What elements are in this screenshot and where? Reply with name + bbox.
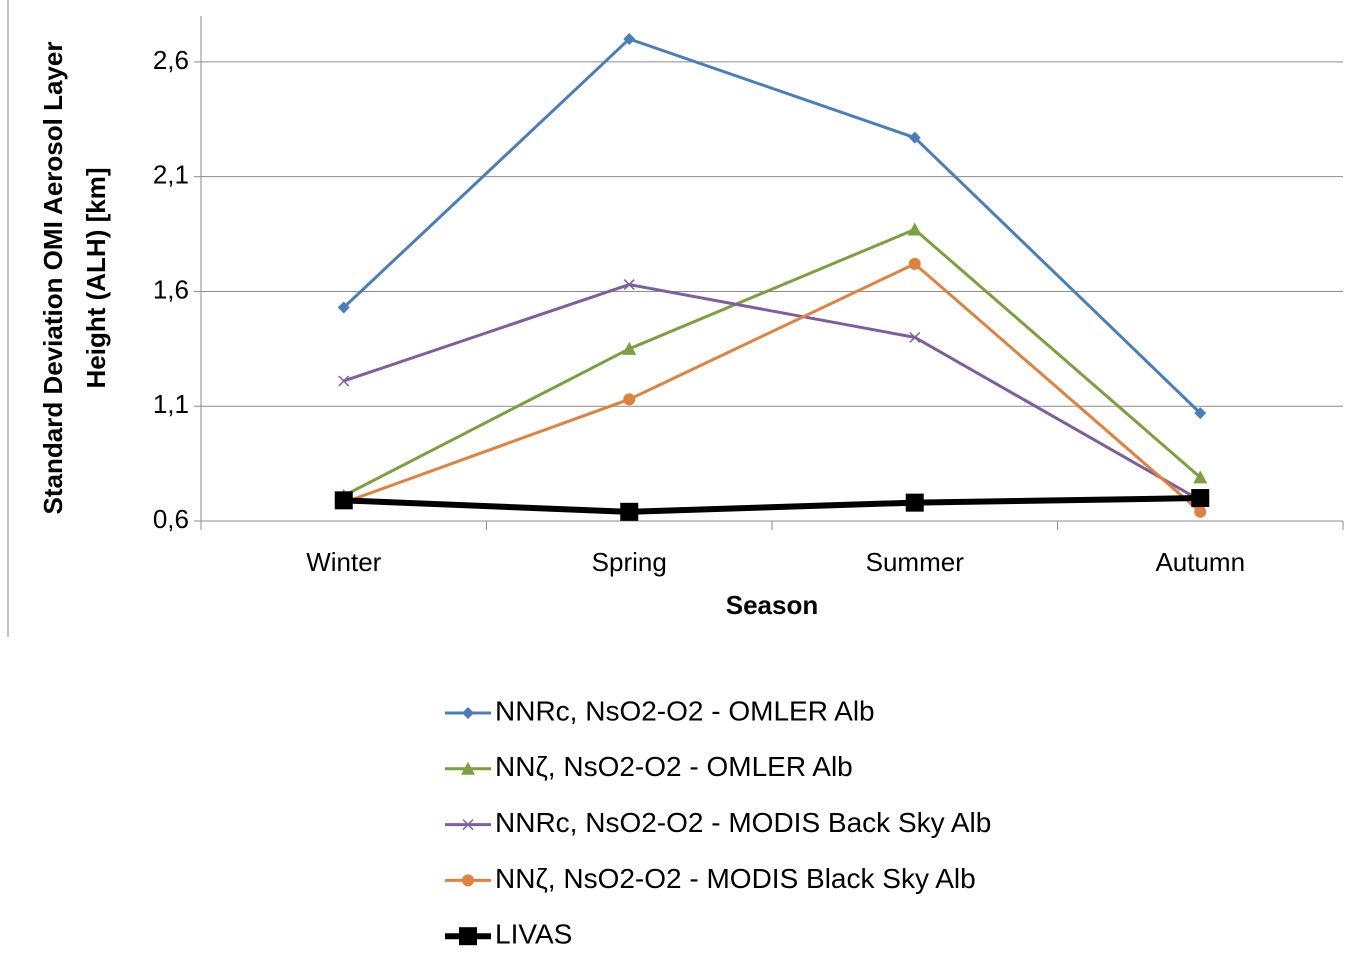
marker bbox=[623, 279, 635, 291]
series-line bbox=[343, 227, 1202, 498]
legend-label: NNζ, NsO2-O2 - MODIS Black Sky Alb bbox=[495, 863, 976, 894]
x-tick-label: Summer bbox=[866, 547, 965, 577]
y-tick-label: 1,1 bbox=[153, 389, 189, 419]
x-tick-label: Winter bbox=[306, 547, 381, 577]
series-line bbox=[343, 495, 1201, 515]
legend-marker bbox=[462, 707, 474, 719]
marker bbox=[1191, 489, 1210, 508]
legend-label: LIVAS bbox=[495, 919, 572, 950]
marker bbox=[905, 493, 924, 512]
marker bbox=[337, 301, 350, 314]
y-tick-label: 1,6 bbox=[153, 274, 189, 304]
marker bbox=[623, 32, 636, 45]
legend-marker bbox=[459, 927, 477, 946]
y-tick-label: 0,6 bbox=[153, 504, 189, 534]
legend-label: NNζ, NsO2-O2 - OMLER Alb bbox=[495, 751, 853, 782]
legend-marker bbox=[462, 819, 474, 831]
y-axis-title: Standard Deviation OMI Aerosol Layer bbox=[38, 42, 68, 515]
y-axis-title: Height (ALH) [km] bbox=[81, 168, 111, 389]
marker bbox=[622, 341, 637, 355]
marker bbox=[907, 222, 922, 236]
marker bbox=[909, 331, 921, 343]
x-axis-title: Season bbox=[726, 590, 819, 620]
marker bbox=[1193, 470, 1208, 484]
series-line bbox=[343, 262, 1202, 513]
legend-label: NNRc, NsO2-O2 - OMLER Alb bbox=[495, 695, 875, 726]
marker bbox=[623, 393, 636, 406]
legend-marker bbox=[462, 874, 474, 887]
legend-label: NNRc, NsO2-O2 - MODIS Back Sky Alb bbox=[495, 807, 991, 838]
x-tick-label: Spring bbox=[592, 547, 667, 577]
marker bbox=[620, 502, 639, 521]
y-tick-label: 2,6 bbox=[153, 45, 189, 75]
marker bbox=[908, 131, 921, 144]
marker bbox=[1194, 407, 1207, 420]
y-tick-label: 2,1 bbox=[153, 160, 189, 190]
series-line bbox=[343, 283, 1201, 502]
x-tick-label: Autumn bbox=[1155, 547, 1245, 577]
marker bbox=[908, 257, 921, 270]
series-line bbox=[342, 37, 1202, 415]
marker bbox=[1194, 505, 1207, 518]
marker bbox=[334, 491, 353, 510]
marker bbox=[338, 375, 350, 387]
legend-marker bbox=[461, 761, 475, 775]
